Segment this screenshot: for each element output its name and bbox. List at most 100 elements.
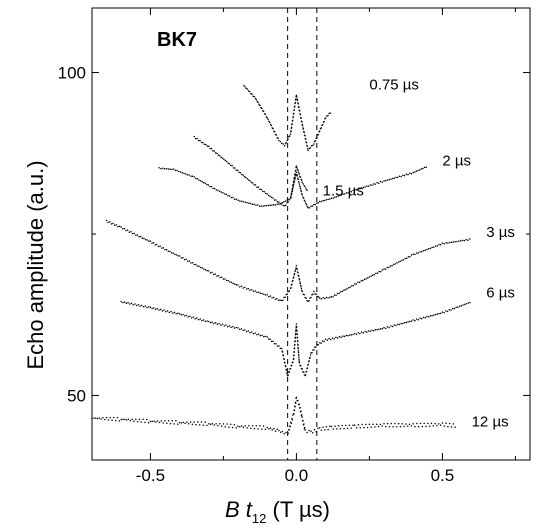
data-point (240, 425, 243, 427)
data-point (144, 305, 146, 307)
data-point (354, 424, 356, 426)
data-point (369, 184, 372, 186)
data-point (133, 420, 135, 422)
data-point (365, 423, 367, 426)
data-point (314, 293, 316, 295)
data-point (343, 289, 345, 292)
data-point (417, 252, 420, 254)
data-point (327, 198, 329, 201)
data-point (443, 243, 445, 245)
data-point (197, 139, 200, 142)
data-point (214, 152, 217, 154)
data-point (175, 313, 177, 315)
data-point (308, 299, 310, 302)
data-point (320, 429, 323, 431)
data-point (414, 319, 416, 322)
data-point (388, 326, 390, 329)
data-point (107, 419, 110, 421)
data-point (426, 248, 428, 251)
data-point (238, 171, 240, 174)
data-point (149, 306, 152, 309)
data-point (229, 423, 232, 425)
data-point (454, 426, 456, 428)
data-point (249, 331, 251, 334)
data-point (209, 147, 211, 150)
data-point (231, 426, 234, 429)
data-point (298, 110, 301, 112)
data-point (168, 311, 171, 314)
data-point (312, 144, 314, 147)
data-point (367, 276, 369, 279)
series-label: 12 µs (472, 413, 509, 430)
data-point (293, 413, 295, 415)
data-point (302, 371, 305, 373)
data-point (175, 420, 177, 422)
data-point (287, 290, 290, 293)
data-point (297, 346, 299, 349)
data-point (424, 316, 426, 319)
data-point (193, 421, 195, 423)
data-point (410, 425, 413, 427)
data-point (111, 419, 113, 422)
data-point (160, 420, 163, 422)
data-point (222, 423, 225, 425)
data-point (156, 243, 158, 246)
data-point (212, 149, 214, 152)
data-point (123, 301, 126, 303)
data-point (269, 195, 271, 198)
data-point (439, 244, 442, 246)
data-point (334, 425, 336, 427)
data-point (434, 245, 437, 247)
data-point (405, 173, 408, 175)
data-point (376, 329, 378, 331)
data-point (183, 172, 185, 175)
data-point (429, 314, 432, 317)
data-point (383, 180, 385, 182)
data-point (133, 232, 135, 235)
data-point (142, 418, 144, 421)
data-point (302, 183, 304, 185)
data-point (180, 257, 182, 259)
data-point (190, 262, 192, 264)
data-point (300, 117, 302, 119)
data-point (278, 201, 280, 203)
data-point (269, 427, 272, 429)
data-point (242, 426, 245, 429)
data-point (303, 423, 305, 425)
data-point (308, 147, 310, 150)
data-point (209, 185, 211, 188)
data-point (342, 193, 344, 195)
data-point (102, 417, 104, 419)
data-point (295, 165, 298, 167)
data-point (305, 204, 308, 206)
data-point (164, 248, 166, 251)
data-point (184, 173, 187, 175)
data-point (294, 340, 296, 342)
data-point (350, 190, 353, 193)
data-point (225, 193, 228, 196)
data-point (238, 328, 241, 331)
data-point (167, 419, 170, 422)
data-point (167, 168, 170, 170)
data-point (257, 428, 259, 430)
data-point (352, 424, 354, 426)
data-point (244, 201, 246, 203)
data-point (372, 423, 374, 425)
data-point (266, 293, 268, 296)
data-point (247, 287, 250, 290)
data-point (297, 271, 299, 274)
data-point (292, 361, 294, 363)
data-point (272, 340, 274, 343)
data-point (399, 260, 401, 263)
data-point (290, 192, 293, 195)
data-point (349, 286, 351, 288)
data-point (199, 318, 201, 320)
data-point (341, 290, 344, 293)
data-point (225, 160, 228, 163)
data-point (354, 189, 356, 191)
data-point (290, 129, 292, 132)
data-point (303, 294, 305, 296)
data-point (202, 181, 205, 184)
data-point (370, 426, 372, 428)
data-point (384, 268, 387, 270)
